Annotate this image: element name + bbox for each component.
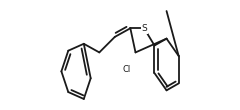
Text: S: S: [141, 24, 147, 33]
Text: Cl: Cl: [123, 65, 131, 74]
